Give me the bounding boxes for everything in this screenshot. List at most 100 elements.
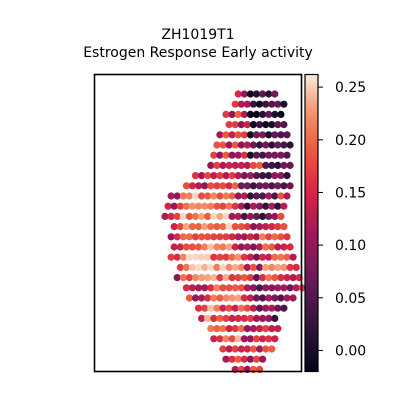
spot [234, 110, 242, 118]
spot [237, 223, 245, 231]
spot [173, 233, 181, 241]
spot [256, 141, 264, 149]
spot [225, 243, 233, 251]
spot [271, 192, 279, 200]
spot [234, 274, 242, 282]
spot [213, 243, 221, 251]
spot [185, 274, 193, 282]
spot [246, 90, 254, 98]
spot [201, 243, 209, 251]
spot [237, 182, 245, 190]
spot [259, 335, 267, 343]
colorbar [304, 73, 319, 373]
spot [222, 172, 230, 180]
spot [280, 284, 288, 292]
spot [265, 314, 273, 322]
spot [231, 141, 239, 149]
spot [216, 131, 224, 139]
spot [176, 263, 184, 271]
spot [274, 182, 282, 190]
spot [289, 274, 297, 282]
spot [252, 151, 261, 159]
spot [271, 110, 279, 118]
spot [210, 274, 218, 282]
spot [231, 345, 239, 353]
spot [259, 151, 267, 159]
spot [286, 161, 294, 169]
spot [231, 182, 239, 190]
spot [234, 335, 242, 343]
spot [237, 202, 245, 210]
spot [222, 253, 230, 261]
spot [249, 202, 257, 210]
spot [161, 212, 169, 220]
spot [170, 202, 178, 210]
spot [228, 355, 236, 363]
spot [259, 355, 267, 363]
spot [182, 202, 190, 210]
spot [252, 314, 261, 322]
spot [286, 243, 294, 251]
spot [262, 263, 270, 271]
spot [182, 243, 190, 251]
spot [228, 233, 236, 241]
spot [277, 151, 285, 159]
spot [277, 253, 285, 261]
spot [237, 345, 245, 353]
spot [259, 233, 267, 241]
spot [225, 325, 233, 333]
spot [265, 151, 273, 159]
spot [201, 202, 209, 210]
spot [191, 294, 200, 302]
spot [249, 161, 257, 169]
spot [262, 223, 270, 231]
spot [210, 172, 218, 180]
spot [274, 161, 282, 169]
spot [195, 202, 203, 210]
spot [225, 223, 233, 231]
spot [240, 172, 248, 180]
spot [256, 263, 264, 271]
spot [213, 263, 221, 271]
spot [185, 192, 193, 200]
spot [271, 172, 279, 180]
spot [274, 304, 282, 312]
spot [252, 294, 261, 302]
spot [249, 263, 257, 271]
spot [188, 243, 196, 251]
spot [207, 304, 215, 312]
spot [243, 284, 251, 292]
spot [240, 253, 248, 261]
chart-title: ZH1019T1 [161, 27, 234, 43]
spot [225, 345, 233, 353]
spot [207, 182, 215, 190]
spot [265, 274, 273, 282]
spot [198, 294, 206, 302]
spot [256, 182, 264, 190]
spot [265, 192, 273, 200]
spot [240, 314, 248, 322]
spot [231, 325, 239, 333]
spot [256, 223, 264, 231]
spot [213, 141, 221, 149]
spot [271, 294, 279, 302]
spot [262, 304, 270, 312]
spot [185, 294, 193, 302]
spot [262, 243, 270, 251]
spot [243, 100, 251, 108]
spot [277, 110, 285, 118]
spot [237, 284, 245, 292]
spot [222, 192, 230, 200]
spot [268, 223, 276, 231]
spot [234, 90, 242, 98]
spot [292, 263, 300, 271]
spot [213, 284, 221, 292]
spot [198, 314, 206, 322]
spot [249, 223, 257, 231]
spot [256, 202, 264, 210]
spot [259, 90, 267, 98]
spot [182, 182, 190, 190]
spot [237, 121, 245, 129]
spot [201, 263, 209, 271]
spot [262, 161, 270, 169]
